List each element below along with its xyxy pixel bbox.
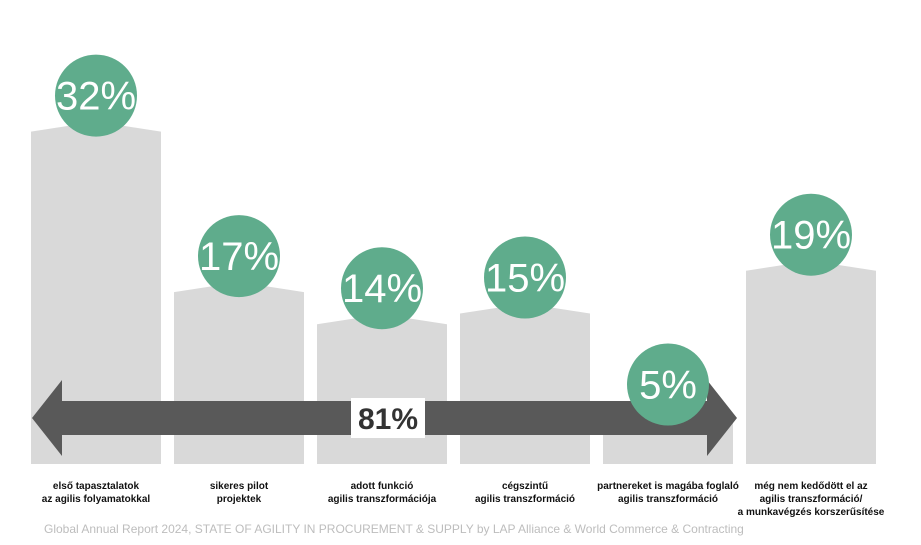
source-footer: Global Annual Report 2024, STATE OF AGIL… (44, 522, 744, 536)
data-label: 32% (56, 75, 136, 119)
value-circle (484, 236, 566, 319)
value-circle (341, 247, 423, 330)
value-circle (198, 215, 280, 298)
bar (746, 260, 876, 464)
category-label: cégszintű agilis transzformáció (474, 481, 576, 505)
data-label: 17% (199, 235, 279, 279)
category-label: első tapasztalatok az agilis folyamatokk… (41, 481, 151, 505)
data-label: 14% (342, 267, 422, 311)
data-label: 15% (485, 257, 565, 301)
bar (174, 282, 304, 464)
value-circle (55, 54, 137, 137)
value-circle (770, 193, 852, 276)
value-circles-group: 32% 17% 14% 15% 5% 19% (55, 54, 852, 426)
value-circle (627, 343, 709, 426)
arrow-label-box (351, 398, 425, 438)
category-label: sikeres pilot projektek (209, 481, 269, 505)
category-label: adott funkció agilis transzformációja (327, 481, 437, 505)
bar (31, 121, 161, 464)
span-arrow: 81% (32, 380, 737, 456)
category-label: még nem kedődött el az agilis transzform… (737, 481, 885, 518)
data-label: 19% (771, 214, 851, 258)
category-label: partnereket is magába foglaló agilis tra… (597, 481, 739, 505)
bar (460, 303, 590, 464)
arrow-label: 81% (358, 403, 418, 436)
bar (317, 314, 447, 464)
data-label: 5% (639, 364, 697, 408)
